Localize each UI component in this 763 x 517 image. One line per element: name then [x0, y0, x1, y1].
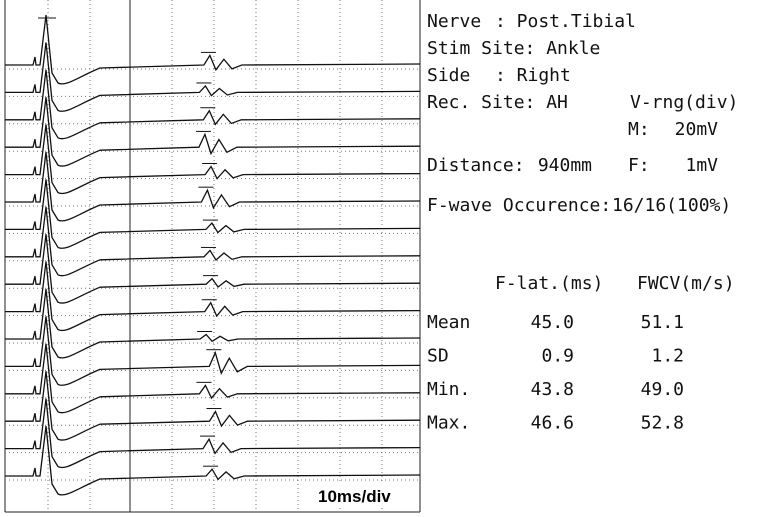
scale-label: 10ms/div: [318, 487, 391, 506]
trace: [5, 42, 421, 112]
trace: [5, 398, 421, 469]
trace: [5, 151, 421, 222]
cell: 45.0: [531, 312, 574, 333]
trace: [5, 261, 421, 332]
stats-table: Mean 45.0 51.1 SD 0.9 1.2 Min. 43.8 49.0 Max. 46.6…: [427, 312, 684, 434]
label: Nerve: [427, 11, 481, 32]
label: F-wave Occurence:: [427, 195, 611, 216]
cell: 46.6: [531, 413, 574, 434]
trace: [5, 288, 421, 359]
cell: 1.2: [651, 346, 684, 367]
value: 16/16(100%): [612, 195, 731, 216]
info-panel: Nerve : Post.Tibial Stim Site: Ankle Sid…: [427, 11, 738, 294]
trace: [5, 14, 421, 85]
cell: 43.8: [531, 379, 574, 400]
value: 1mV: [685, 155, 718, 176]
value: : Right: [495, 65, 571, 86]
row-label: Max.: [427, 413, 470, 434]
value: 20mV: [675, 119, 719, 140]
trace: [5, 97, 421, 167]
label: M:: [628, 119, 650, 140]
row-label: Mean: [427, 312, 470, 333]
value: 940mm: [538, 155, 592, 176]
row-label: Min.: [427, 379, 470, 400]
cell: 49.0: [641, 379, 684, 400]
cell: 51.1: [641, 312, 684, 333]
value: : Post.Tibial: [495, 11, 636, 32]
trace: [5, 234, 421, 304]
trace: [5, 316, 421, 386]
trace: [5, 179, 421, 249]
trace: [5, 343, 421, 414]
waveform-panel: [4, 0, 421, 513]
cell: 52.8: [641, 413, 684, 434]
trace: [5, 371, 421, 441]
trace: [5, 69, 421, 140]
column-header: FWCV(m/s): [637, 273, 735, 294]
trace: [5, 206, 421, 277]
label: V-rng(div): [630, 92, 738, 113]
cell: 0.9: [541, 346, 574, 367]
scale-box: [312, 482, 416, 508]
label: Distance:: [427, 155, 525, 176]
label: Rec. Site: AH: [427, 92, 568, 113]
trace: [5, 124, 421, 195]
trace: [5, 425, 421, 496]
row-label: SD: [427, 346, 449, 367]
label: F:: [628, 155, 650, 176]
label: Side: [427, 65, 470, 86]
column-header: F-lat.(ms): [495, 273, 603, 294]
label: Stim Site: Ankle: [427, 38, 600, 59]
